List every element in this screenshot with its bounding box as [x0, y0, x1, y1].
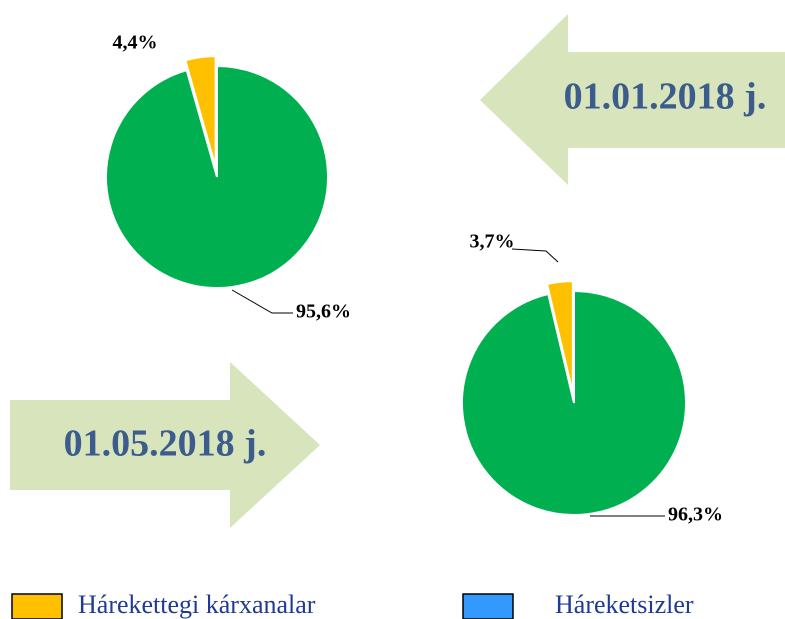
- legend-swatch: [11, 593, 63, 619]
- pie-slice: [461, 289, 687, 516]
- data-label: 4,4%: [113, 32, 158, 54]
- pie-slice: [184, 55, 217, 168]
- legend-swatch: [462, 593, 514, 619]
- pie-slice: [105, 64, 329, 289]
- date-label: 01.05.2018 j.: [64, 423, 267, 465]
- data-label: 3,7%: [470, 231, 515, 253]
- data-label: 96,3%: [668, 504, 723, 526]
- pie-slice: [545, 280, 574, 394]
- date-label: 01.01.2018 j.: [564, 76, 767, 118]
- leader-line: [511, 248, 559, 263]
- legend-label: Háreketsizler: [555, 590, 694, 619]
- arrow: [10, 362, 320, 528]
- arrow: [480, 14, 785, 185]
- leader-line: [231, 289, 293, 314]
- legend-label: Hárekettegi kárxanalar: [78, 590, 316, 619]
- data-label: 95,6%: [296, 301, 351, 323]
